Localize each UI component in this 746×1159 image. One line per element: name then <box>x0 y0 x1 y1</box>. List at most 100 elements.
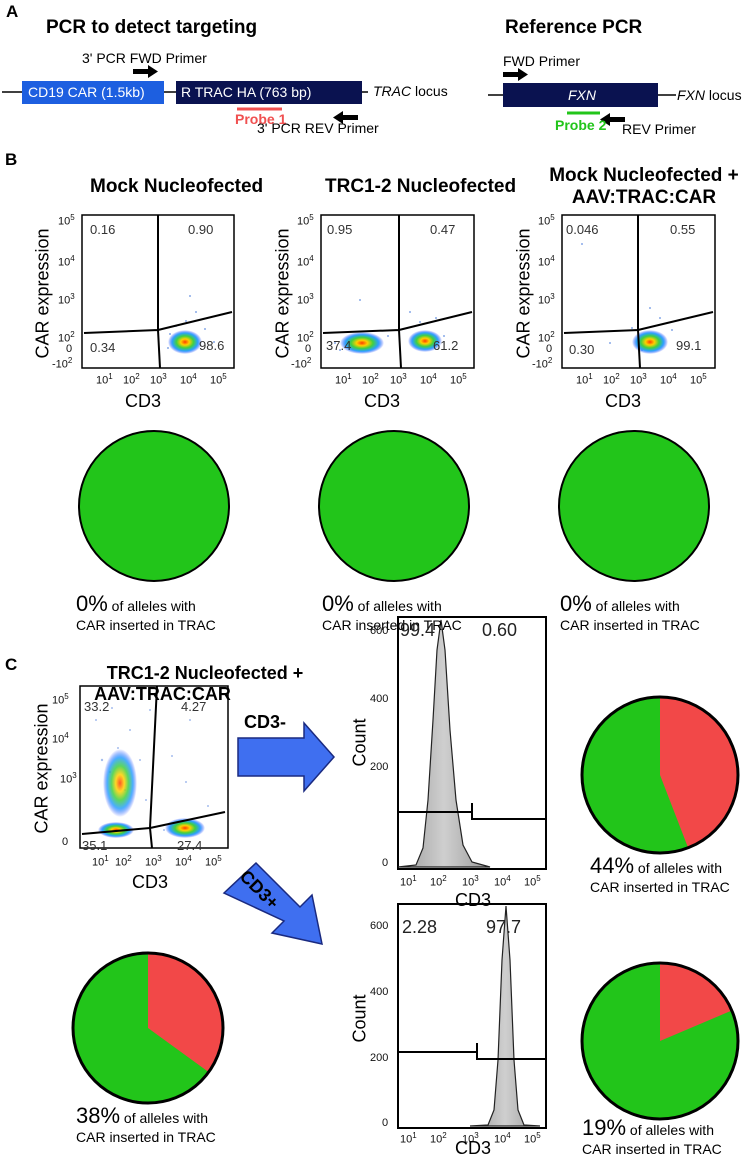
trac-locus-label: TRAC locus <box>373 83 448 99</box>
pie-caption-mock-aav: 0% of alleles with CAR inserted in TRAC <box>560 591 700 634</box>
plot-title-mock: Mock Nucleofected <box>90 176 264 197</box>
gate-c-ul: 33.2 <box>84 699 110 714</box>
trc-aav-title: TRC1-2 Nucleofected + AAV:TRAC:CAR <box>94 663 304 704</box>
ytick-b2-mid: 104 <box>297 254 314 269</box>
h1-right-value: 0.60 <box>482 620 518 640</box>
xtick-b1-3: 103 <box>150 372 167 387</box>
xtick-c-3: 103 <box>145 854 162 869</box>
rev-primer-label: 3' PCR REV Primer <box>257 120 379 136</box>
gate-b1-lr: 98.6 <box>199 338 225 353</box>
gate-b1-ll: 0.34 <box>90 340 116 355</box>
pie-mock <box>78 430 230 582</box>
ytick-b2-base2: 102 <box>297 330 314 345</box>
xtick-b3-3: 103 <box>630 372 647 387</box>
panel-label-c: C <box>5 655 18 674</box>
reference-pcr-title: Reference PCR <box>505 17 643 38</box>
pcr-targeting-title: PCR to detect targeting <box>46 17 258 38</box>
xtick-b1-2: 102 <box>123 372 140 387</box>
gate-b2-lr: 61.2 <box>433 338 459 353</box>
xtick-b3-5: 105 <box>690 372 707 387</box>
gate-b1-ur: 0.90 <box>188 222 214 237</box>
cd3-label-c: CD3 <box>132 872 169 892</box>
h2-ytick-600: 600 <box>370 920 389 932</box>
ytick-b3-top: 105 <box>538 213 555 228</box>
h1-ytick-200: 200 <box>370 761 389 773</box>
xtick-b2-4: 104 <box>420 372 437 387</box>
cd3-label-h1: CD3 <box>455 890 492 910</box>
histogram-cd3-neg <box>397 616 547 870</box>
fxn-rev-primer-label: REV Primer <box>622 121 696 137</box>
ytick-b1-top: 105 <box>58 213 75 228</box>
cd3-pos-arrow <box>222 861 323 945</box>
h2-xtick-4: 104 <box>494 1131 511 1146</box>
xtick-b3-1: 101 <box>576 372 593 387</box>
ytick-b1-zero: 0 <box>66 343 73 355</box>
fxn-fwd-primer-arrow <box>503 68 528 81</box>
ytick-b3-neg: -102 <box>532 356 553 371</box>
ytick-b2-zero: 0 <box>305 343 312 355</box>
h2-ytick-400: 400 <box>370 986 389 998</box>
pie-caption-cd3-neg: 44% of alleles with CAR inserted in TRAC <box>590 853 730 896</box>
fxn-box-label: FXN <box>568 87 596 103</box>
gate-c-ur: 4.27 <box>181 699 207 714</box>
rev-primer-arrow <box>333 111 358 124</box>
probe1-label: Probe 1 <box>235 111 287 127</box>
trac-ha-label: R TRAC HA (763 bp) <box>181 84 312 100</box>
pie-caption-cd3-pos: 19% of alleles with CAR inserted in TRAC <box>582 1115 722 1158</box>
gate-b1-ul: 0.16 <box>90 222 116 237</box>
flow-plot-mock <box>81 214 235 369</box>
xtick-b2-2: 102 <box>362 372 379 387</box>
xtick-c-4: 104 <box>175 854 192 869</box>
flow-plot-mock-aav <box>561 214 716 369</box>
car-expression-label-c: CAR expression <box>31 703 52 834</box>
h2-xtick-5: 105 <box>524 1131 541 1146</box>
ytick-b1-base2: 102 <box>58 330 75 345</box>
h1-xtick-1: 101 <box>400 874 417 889</box>
xtick-c-5: 105 <box>205 854 222 869</box>
pie-caption-mock: 0% of alleles with CAR inserted in TRAC <box>76 591 216 634</box>
ytick-b1-neg: -102 <box>52 356 73 371</box>
trac-locus-diagram <box>2 65 368 124</box>
trac-ha-box <box>176 81 362 104</box>
ytick-b3-mid: 104 <box>538 254 555 269</box>
h2-xtick-2: 102 <box>430 1131 447 1146</box>
ytick-c-zero: 0 <box>62 836 69 848</box>
gate-b3-lr: 99.1 <box>676 338 702 353</box>
count-label-1: Count <box>349 718 370 767</box>
gate-b3-ur: 0.55 <box>670 222 696 237</box>
cd3-label-h2: CD3 <box>455 1138 492 1158</box>
ytick-b1-mid: 104 <box>58 254 75 269</box>
pie-cd3-neg <box>580 695 740 855</box>
gate-b3-ul: 0.046 <box>566 222 599 237</box>
fxn-rev-primer-arrow <box>600 113 625 126</box>
h1-left-value: 99.4 <box>400 620 436 640</box>
xtick-b2-3: 103 <box>390 372 407 387</box>
panel-label-b: B <box>5 150 18 169</box>
h1-ytick-400: 400 <box>370 693 389 705</box>
ytick-b2-top: 105 <box>297 213 314 228</box>
pie-caption-trc: 0% of alleles with CAR inserted in TRAC <box>322 591 462 634</box>
h2-ytick-200: 200 <box>370 1052 389 1064</box>
pie-mock-aav <box>558 430 710 582</box>
car-expression-label-3: CAR expression <box>513 228 534 359</box>
count-label-2: Count <box>349 994 370 1043</box>
h1-ytick-0: 0 <box>382 857 389 869</box>
xtick-b1-4: 104 <box>180 372 197 387</box>
h2-left-value: 2.28 <box>402 917 438 937</box>
xtick-b1-1: 101 <box>96 372 113 387</box>
pie-trc <box>318 430 470 582</box>
flow-plot-trc-aav <box>79 685 229 849</box>
ytick-c-top: 105 <box>52 692 69 707</box>
ytick-b3-zero: 0 <box>546 343 553 355</box>
h1-xtick-5: 105 <box>524 874 541 889</box>
xtick-b3-4: 104 <box>660 372 677 387</box>
gate-b2-ul: 0.95 <box>327 222 353 237</box>
probe2-label: Probe 2 <box>555 117 607 133</box>
h1-xtick-4: 104 <box>494 874 511 889</box>
pie-cd3-pos <box>580 961 740 1121</box>
h1-ytick-600: 600 <box>370 625 389 637</box>
car-expression-label-1: CAR expression <box>32 228 53 359</box>
pie-caption-trc-aav: 38% of alleles with CAR inserted in TRAC <box>76 1103 216 1146</box>
fwd-primer-label: 3' PCR FWD Primer <box>82 50 207 66</box>
